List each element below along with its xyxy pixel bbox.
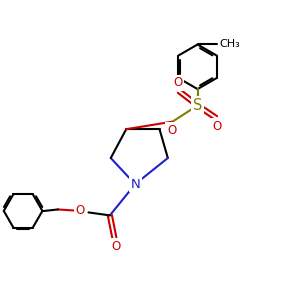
Text: O: O [173, 76, 182, 89]
Text: O: O [76, 204, 85, 218]
Text: S: S [193, 98, 202, 113]
Text: N: N [130, 178, 140, 191]
Text: CH₃: CH₃ [220, 40, 241, 50]
Text: O: O [213, 120, 222, 133]
Text: O: O [111, 239, 120, 253]
Text: O: O [167, 124, 176, 136]
